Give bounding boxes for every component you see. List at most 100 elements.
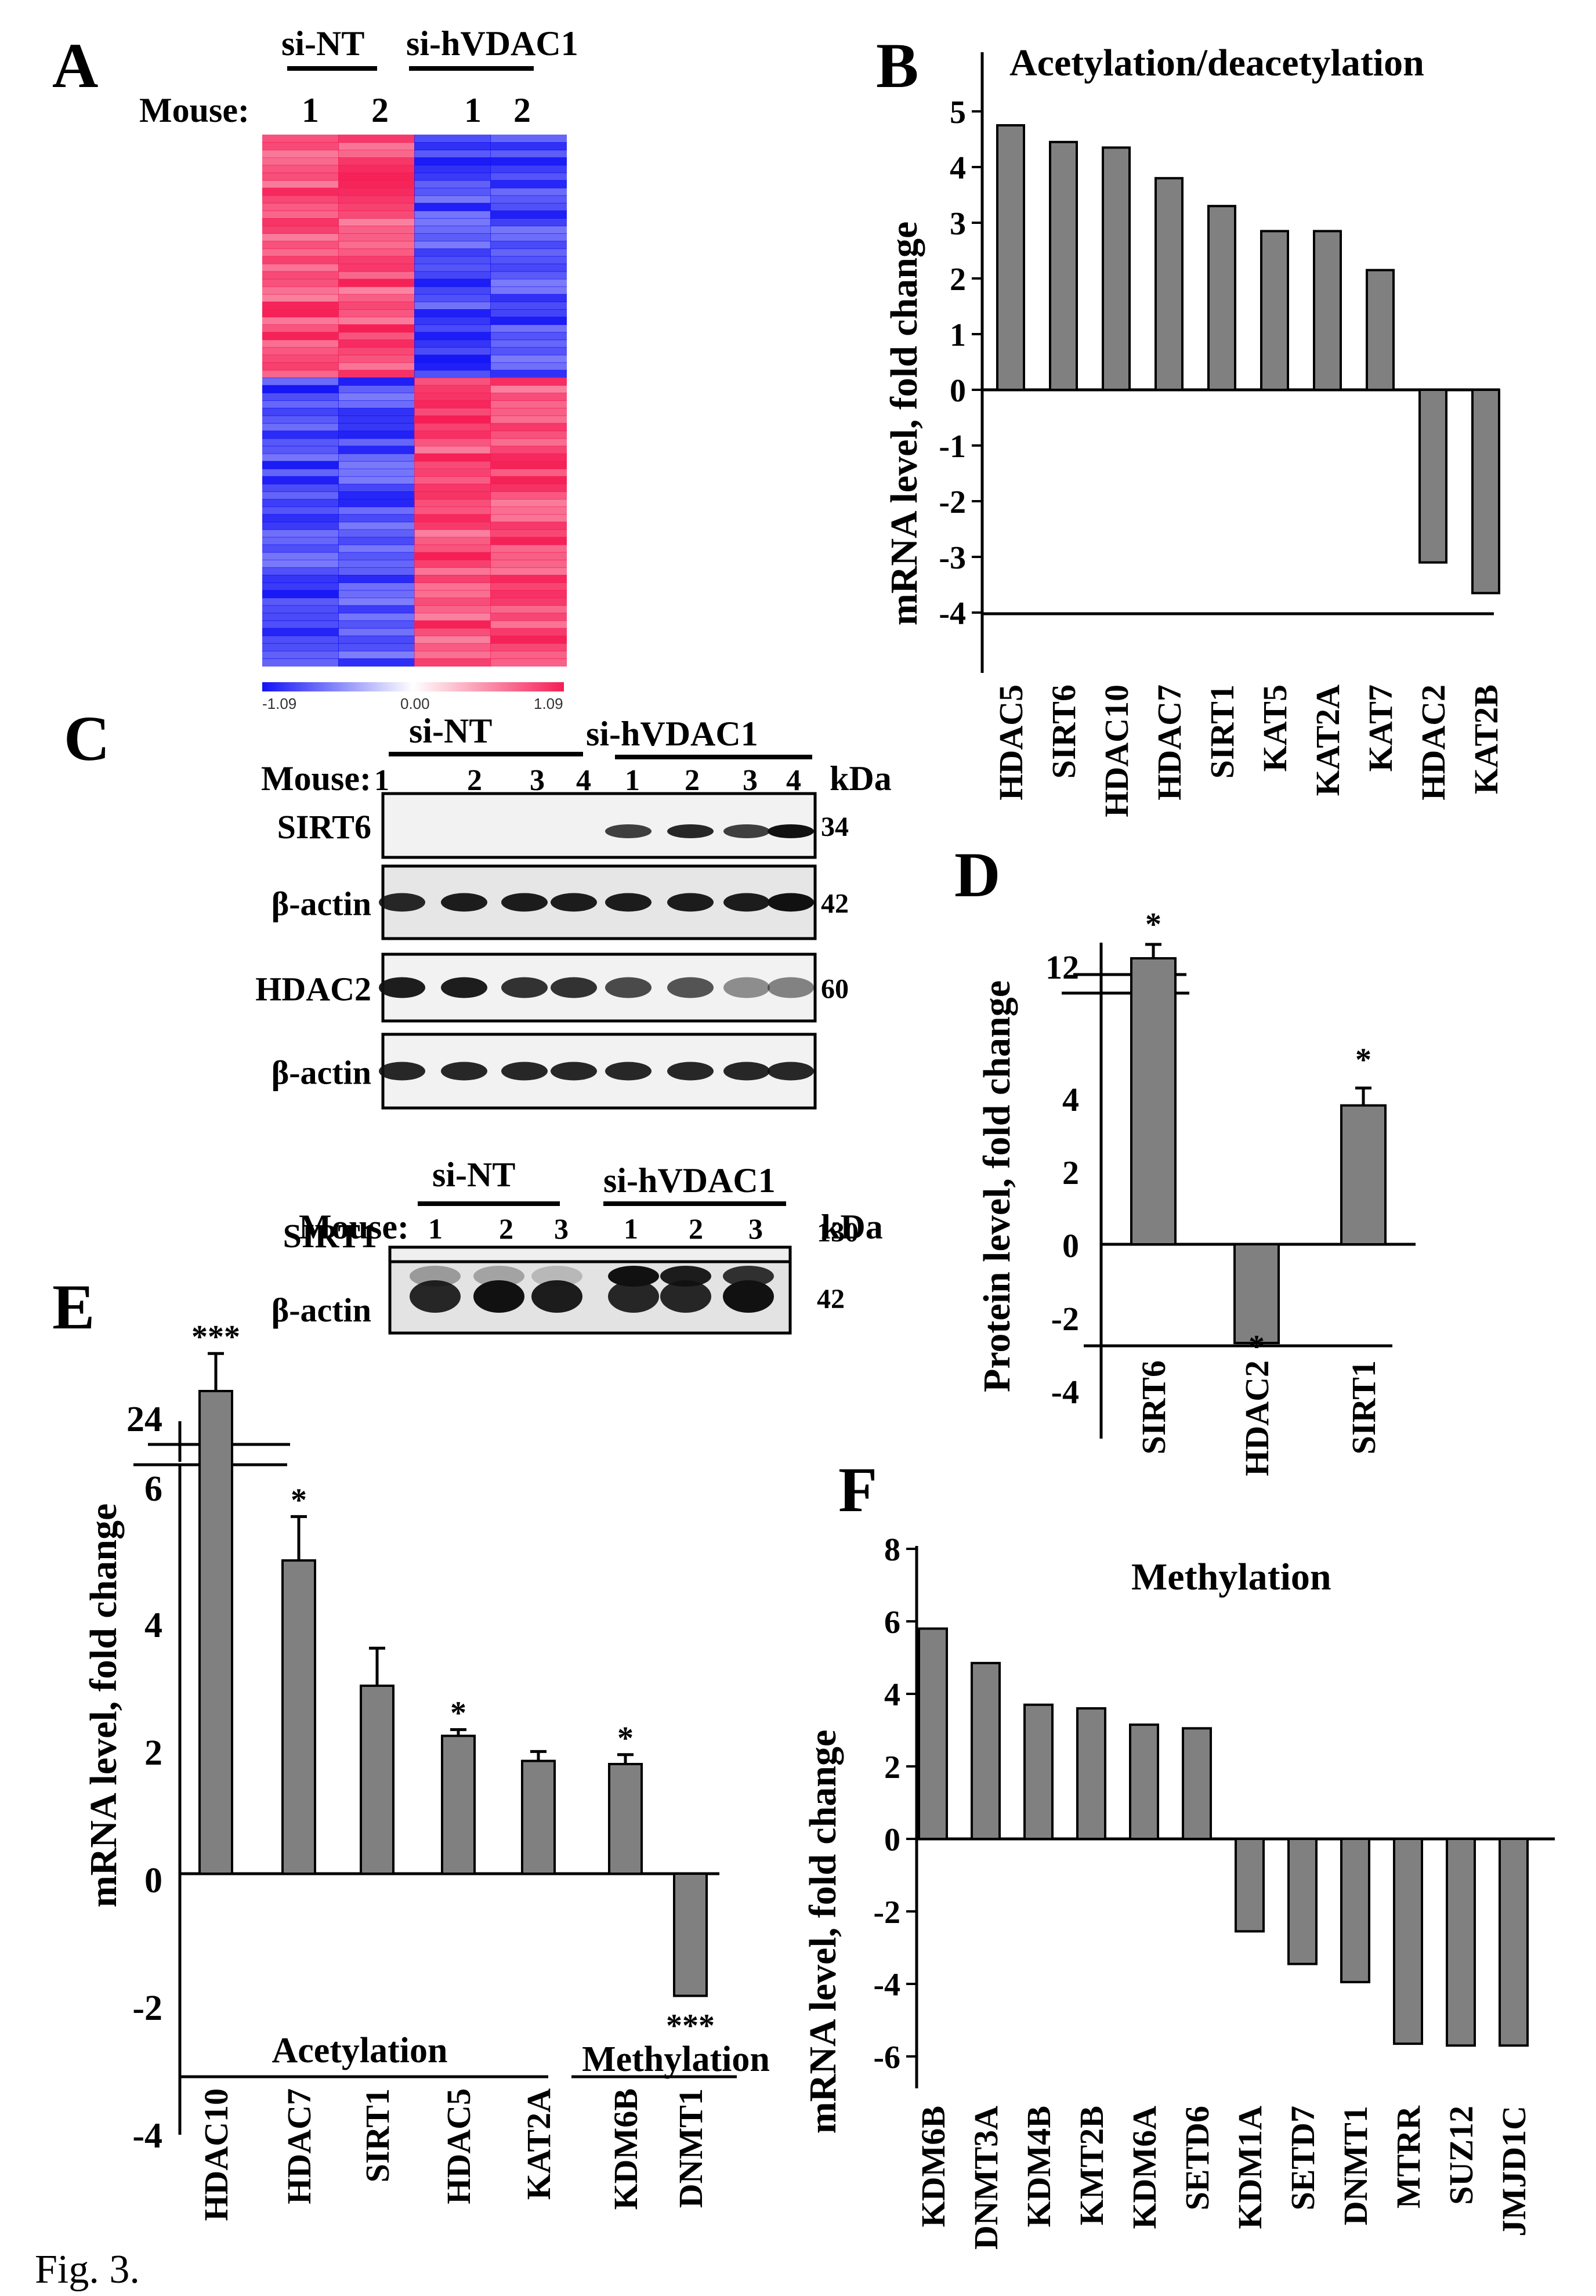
heatmap-cell (414, 370, 491, 378)
heatmap-cell (338, 370, 415, 378)
y-tick-label: -1 (939, 429, 966, 465)
panel-a-mouse-number: 2 (513, 91, 531, 129)
heatmap-cell (338, 643, 415, 651)
heatmap-cell (262, 354, 339, 363)
bar-SETD6 (1182, 1727, 1212, 1840)
blot-band (501, 893, 548, 912)
heatmap-cell (338, 415, 415, 424)
heatmap-cell (490, 165, 567, 173)
blot-band (501, 1062, 548, 1081)
blot-row-label: β-actin (272, 1291, 371, 1329)
heatmap-cell (414, 400, 491, 409)
heatmap-cell (490, 157, 567, 166)
heatmap-cell (414, 408, 491, 417)
heatmap-cell (338, 438, 415, 447)
heatmap-cell (490, 339, 567, 348)
heatmap-cell (338, 613, 415, 621)
heatmap-cell (414, 613, 491, 621)
bar-HDAC10 (1102, 146, 1131, 391)
bar-HDAC2 (1233, 1243, 1280, 1345)
heatmap-cell (414, 537, 491, 545)
blot-band (667, 824, 714, 838)
heatmap-cell (490, 347, 567, 356)
heatmap-cell (414, 187, 491, 196)
significance-mark: * (291, 1482, 307, 1518)
heatmap-cell (262, 392, 339, 401)
significance-mark: * (1145, 907, 1161, 943)
heatmap-cell (414, 650, 491, 659)
heatmap-cell (262, 552, 339, 560)
category-label-HDAC2: HDAC2 (1414, 685, 1452, 801)
blot-band (768, 893, 814, 912)
heatmap-cell (414, 423, 491, 432)
heatmap-cell (338, 514, 415, 523)
blot-band (608, 1266, 659, 1287)
blot-band (473, 1280, 524, 1313)
heatmap-cell (490, 483, 567, 492)
heatmap-cell (414, 248, 491, 257)
heatmap-cell (490, 544, 567, 553)
category-label-HDAC10: HDAC10 (197, 2088, 235, 2221)
blot-band (551, 893, 597, 912)
panel-a-group1: si-NT (281, 24, 364, 63)
heatmap-cell (262, 620, 339, 629)
heatmap-cell (338, 263, 415, 272)
heatmap-cell (490, 468, 567, 477)
blot-row-label: β-actin (272, 1054, 371, 1092)
bar-DNMT1 (1340, 1838, 1370, 1983)
y-tick-label: -4 (939, 596, 966, 632)
blot-band (531, 1280, 582, 1313)
chart-b: 5 4 3 2 1 0 -1 -2 -3 -4 HDAC5 SIRT6 HDAC10 HDAC7 SIRT1… (939, 52, 1505, 817)
heatmap-cell (262, 567, 339, 575)
heatmap-cell (414, 301, 491, 310)
blot-band (723, 1062, 770, 1081)
heatmap-cell (338, 301, 415, 310)
panel-a-mouse-number: 1 (302, 91, 319, 129)
heatmap-cell (490, 620, 567, 629)
blot-band (660, 1280, 711, 1313)
heatmap-cell (414, 430, 491, 439)
bar-KDM1A (1235, 1838, 1265, 1933)
heatmap-cell (414, 165, 491, 173)
heatmap-cell (414, 628, 491, 636)
heatmap-cell (262, 613, 339, 621)
significance-mark: * (617, 1721, 634, 1757)
panel-c-bottom-group2: si-hVDAC1 (603, 1161, 776, 1200)
heatmap-cell (338, 400, 415, 409)
heatmap-cell (262, 218, 339, 227)
heatmap-cell (338, 620, 415, 629)
category-label-KAT2A: KAT2A (520, 2088, 558, 2200)
heatmap-cell (262, 438, 339, 447)
heatmap-cell (490, 446, 567, 454)
bar-KDM4B (1023, 1703, 1054, 1840)
heatmap-cell (490, 354, 567, 363)
heatmap-cell (414, 476, 491, 484)
heatmap-cell (490, 187, 567, 196)
heatmap-cell (414, 202, 491, 211)
panel-b-ylabel: mRNA level, fold change (883, 222, 925, 626)
heatmap-cell (338, 590, 415, 599)
bar-SIRT6 (1130, 957, 1177, 1245)
blot-band (723, 1266, 774, 1287)
heatmap-cell (490, 218, 567, 227)
heatmap-cell (338, 294, 415, 302)
heatmap-cell (338, 574, 415, 584)
blot-band (379, 977, 425, 998)
category-label-SIRT1: SIRT1 (1203, 685, 1241, 778)
heatmap-cell (414, 567, 491, 575)
heatmap-cell (490, 271, 567, 280)
heatmap-cell (490, 226, 567, 234)
y-tick-label: 8 (884, 1532, 900, 1568)
heatmap-cell (414, 226, 491, 234)
heatmap-cell (414, 574, 491, 584)
heatmap-cell (262, 278, 339, 287)
heatmap-cell (262, 499, 339, 508)
heatmap-cell (262, 408, 339, 417)
y-tick-label: 6 (884, 1605, 900, 1640)
blot-band (768, 824, 814, 838)
heatmap-cell (262, 635, 339, 644)
heatmap-cell (490, 499, 567, 508)
heatmap-cell (414, 544, 491, 553)
heatmap-cell (490, 613, 567, 621)
heatmap-cell (490, 590, 567, 599)
